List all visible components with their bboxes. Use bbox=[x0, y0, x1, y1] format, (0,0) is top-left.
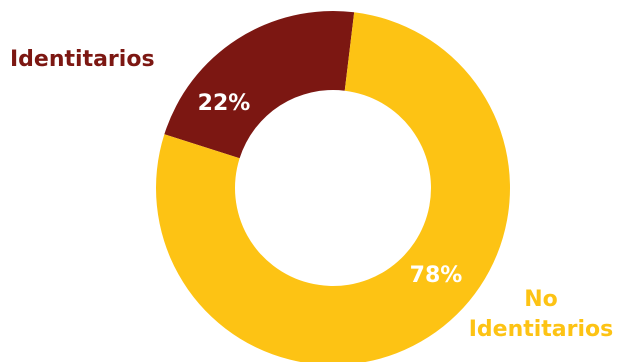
legend-label-identitarios: Identitarios bbox=[10, 47, 155, 72]
value-labels: 22% 78% bbox=[198, 91, 463, 288]
slice-value-label-identitarios: 22% bbox=[198, 91, 251, 116]
donut-slice-no-identitarios bbox=[156, 12, 510, 362]
donut-slices bbox=[156, 10, 510, 362]
legend-label-no-identitarios-line1: No bbox=[524, 287, 558, 312]
legend-label-no-identitarios: No Identitarios bbox=[466, 285, 616, 345]
slice-value-label-no-identitarios: 78% bbox=[410, 263, 463, 288]
legend-label-no-identitarios-line2: Identitarios bbox=[468, 317, 614, 342]
donut-slice-identitarios bbox=[164, 10, 355, 159]
